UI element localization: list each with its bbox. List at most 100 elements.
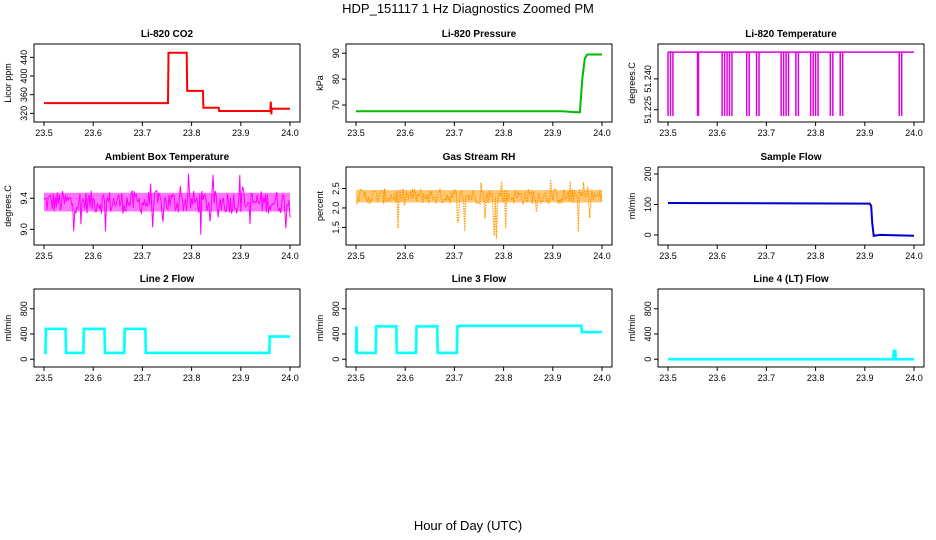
x-tick-label: 23.8 — [807, 128, 825, 138]
series-line — [356, 53, 602, 114]
x-tick-label: 24.0 — [905, 251, 923, 261]
x-tick-label: 23.6 — [708, 251, 726, 261]
plot-frame — [345, 166, 613, 246]
y-axis-label: degrees.C — [3, 185, 13, 227]
series-line — [44, 327, 290, 354]
y-tick-label: 70 — [331, 100, 341, 110]
x-tick-label: 23.5 — [35, 128, 53, 138]
series-band-fill — [356, 190, 602, 203]
x-tick-label: 23.6 — [84, 251, 102, 261]
panel-title: Line 2 Flow — [140, 274, 195, 285]
y-tick-label: 800 — [19, 301, 29, 316]
x-tick-label: 23.8 — [183, 251, 201, 261]
panel-3: Li-820 Temperature 23.5 23.6 23.7 23.8 23.9 24… — [627, 29, 925, 138]
y-tick-label: 100 — [643, 197, 653, 212]
series-line — [667, 202, 915, 237]
x-tick-label: 23.8 — [495, 251, 513, 261]
y-tick-label: 400 — [19, 326, 29, 341]
y-tick-label: 0 — [643, 357, 653, 362]
x-axis-label: Hour of Day (UTC) — [413, 518, 523, 533]
series-band — [355, 179, 603, 239]
y-axis-label: ml/min — [627, 193, 637, 220]
y-tick-label: 200 — [643, 167, 653, 182]
panel-title: Li-820 Pressure — [442, 29, 517, 40]
x-tick-label: 23.5 — [347, 251, 365, 261]
x-tick-label: 23.5 — [35, 251, 53, 261]
panel-1: Li-820 CO2 23.5 23.6 23.7 23.8 23.9 24.0 320 360… — [3, 29, 301, 138]
x-tick-label: 23.6 — [708, 128, 726, 138]
x-tick-label: 23.7 — [758, 373, 776, 383]
x-tick-label: 23.5 — [347, 128, 365, 138]
panel-title: Gas Stream RH — [443, 152, 516, 163]
x-tick-label: 23.9 — [544, 128, 562, 138]
panel-7: Line 2 Flow 23.5 23.6 23.7 23.8 23.9 24.0 0 400 8… — [3, 274, 301, 383]
x-tick-label: 23.6 — [84, 373, 102, 383]
y-tick-label: 51.240 — [643, 65, 653, 93]
panel-title: Ambient Box Temperature — [105, 152, 230, 163]
plot-frame — [33, 43, 301, 123]
x-tick-label: 23.7 — [446, 373, 464, 383]
x-tick-label: 23.6 — [84, 128, 102, 138]
panel-title: Line 4 (LT) Flow — [753, 274, 829, 285]
x-tick-label: 23.7 — [758, 128, 776, 138]
y-tick-label: 9.0 — [19, 223, 29, 236]
panel-title: Line 3 Flow — [452, 274, 507, 285]
y-tick-label: 1.5 — [331, 221, 341, 234]
x-tick-label: 23.8 — [183, 128, 201, 138]
x-tick-label: 23.5 — [659, 373, 677, 383]
x-tick-label: 23.7 — [758, 251, 776, 261]
x-tick-label: 24.0 — [281, 373, 299, 383]
y-axis-label: ml/min — [315, 315, 325, 342]
x-tick-label: 23.8 — [495, 373, 513, 383]
series-noise — [668, 349, 914, 361]
y-tick-label: 80 — [331, 74, 341, 84]
y-tick-label: 2.0 — [331, 202, 341, 215]
x-tick-label: 23.6 — [396, 128, 414, 138]
plot-frame — [657, 288, 925, 368]
y-axis-label: kPa — [315, 75, 325, 91]
plot-frame — [657, 43, 925, 123]
y-axis-label: ml/min — [3, 315, 13, 342]
panel-title: Sample Flow — [760, 152, 821, 163]
x-tick-label: 23.7 — [134, 373, 152, 383]
y-axis-label: Licor ppm — [3, 63, 13, 103]
x-tick-label: 24.0 — [905, 373, 923, 383]
x-tick-label: 23.8 — [807, 373, 825, 383]
x-tick-label: 24.0 — [593, 128, 611, 138]
plot-frame — [657, 166, 925, 246]
series-noise — [354, 324, 602, 355]
x-tick-label: 23.6 — [396, 251, 414, 261]
x-tick-label: 23.9 — [856, 251, 874, 261]
x-tick-label: 24.0 — [593, 251, 611, 261]
x-tick-label: 23.5 — [347, 373, 365, 383]
x-tick-label: 23.9 — [856, 128, 874, 138]
x-tick-label: 23.7 — [134, 128, 152, 138]
series-line — [44, 51, 290, 115]
x-tick-label: 24.0 — [905, 128, 923, 138]
x-tick-label: 23.9 — [232, 373, 250, 383]
y-axis-label: percent — [315, 190, 325, 221]
x-tick-label: 24.0 — [593, 373, 611, 383]
x-tick-label: 23.5 — [659, 251, 677, 261]
series-noise — [44, 327, 290, 355]
y-tick-label: 0 — [19, 357, 29, 362]
y-tick-label: 51.225 — [643, 96, 653, 124]
x-tick-label: 24.0 — [281, 128, 299, 138]
x-tick-label: 23.7 — [446, 251, 464, 261]
panel-4: Ambient Box Temperature 23.5 23.6 23.7 23.8 2… — [3, 152, 301, 261]
x-tick-label: 23.6 — [708, 373, 726, 383]
x-tick-label: 23.8 — [183, 373, 201, 383]
panel-6: Sample Flow 23.5 23.6 23.7 23.8 23.9 24.0 0 100 2… — [627, 152, 925, 261]
x-tick-label: 23.9 — [232, 128, 250, 138]
panel-2: Li-820 Pressure 23.5 23.6 23.7 23.8 23.9 24.0 7… — [315, 29, 613, 138]
plot-frame — [33, 288, 301, 368]
panel-title: Li-820 CO2 — [141, 29, 194, 40]
x-tick-label: 23.6 — [396, 373, 414, 383]
y-tick-label: 400 — [331, 326, 341, 341]
panel-title: Li-820 Temperature — [745, 29, 837, 40]
y-tick-label: 360 — [19, 87, 29, 102]
x-tick-label: 23.5 — [35, 373, 53, 383]
y-tick-label: 0 — [643, 232, 653, 237]
y-tick-label: 2.5 — [331, 182, 341, 195]
